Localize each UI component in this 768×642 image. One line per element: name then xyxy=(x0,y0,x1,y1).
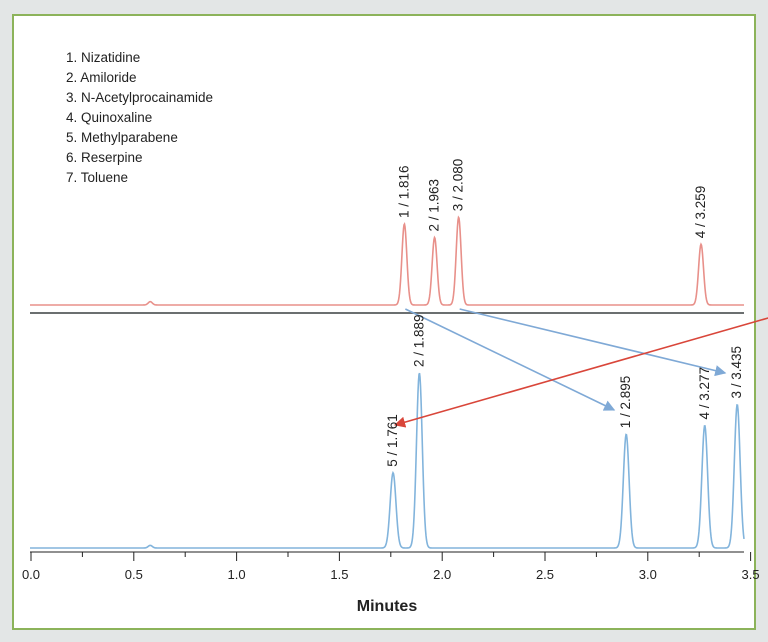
legend-item: 4. Quinoxaline xyxy=(66,110,152,125)
peak-label: 3 / 3.435 xyxy=(729,346,744,399)
x-tick-label: 0.0 xyxy=(22,567,40,582)
x-tick-label: 2.0 xyxy=(433,567,451,582)
legend-item: 3. N-Acetylprocainamide xyxy=(66,90,213,105)
x-axis-ticks: 0.00.51.01.52.02.53.03.54.04.55.05.56.06… xyxy=(22,552,760,582)
x-axis-label: Minutes xyxy=(357,598,418,615)
peak-label: 1 / 1.816 xyxy=(396,165,411,218)
chromatogram-trace xyxy=(30,215,744,306)
chromatogram-trace xyxy=(30,372,745,549)
legend-item: 5. Methylparabene xyxy=(66,130,178,145)
peak-label: 4 / 3.277 xyxy=(697,367,712,420)
legend: 1. Nizatidine 2. Amiloride 3. N-Acetylproc… xyxy=(66,50,213,185)
peak-label: 4 / 3.259 xyxy=(693,186,708,239)
legend-item: 6. Reserpine xyxy=(66,150,143,165)
x-tick-label: 1.5 xyxy=(330,567,348,582)
legend-item: 2. Amiloride xyxy=(66,70,137,85)
x-tick-label: 0.5 xyxy=(125,567,143,582)
x-tick-label: 1.0 xyxy=(228,567,246,582)
peak-label: 2 / 1.889 xyxy=(411,314,426,367)
shift-arrow xyxy=(393,317,768,428)
bottom-chromatogram xyxy=(30,372,745,549)
top-chromatogram xyxy=(30,215,744,306)
legend-item: 1. Nizatidine xyxy=(66,50,140,65)
shift-arrow xyxy=(405,308,616,411)
peak-label: 5 / 1.761 xyxy=(385,414,400,467)
legend-item: 7. Toluene xyxy=(66,170,128,185)
peak-shift-arrows xyxy=(393,308,768,428)
shift-arrow xyxy=(459,308,727,377)
x-tick-label: 2.5 xyxy=(536,567,554,582)
peak-label: 1 / 2.895 xyxy=(618,376,633,429)
peak-label: 3 / 2.080 xyxy=(451,159,466,212)
x-tick-label: 3.5 xyxy=(742,567,760,582)
peak-labels: 1 / 1.816 2 / 1.963 3 / 2.080 4 / 3.259 5 / … xyxy=(385,159,744,467)
x-tick-label: 3.0 xyxy=(639,567,657,582)
peak-label: 2 / 1.963 xyxy=(427,179,442,232)
